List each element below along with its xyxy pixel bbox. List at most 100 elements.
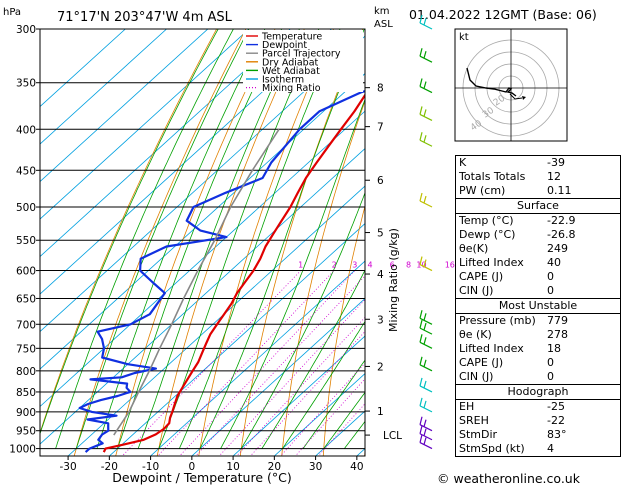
mixing-ratio-label: 3 (352, 261, 357, 270)
temp-tick-label: -30 (60, 461, 77, 473)
index-k-label: K (459, 156, 467, 169)
wind-barb-flag (419, 356, 423, 365)
wind-barb-staff (419, 86, 433, 94)
wind-barb-flag (423, 51, 427, 59)
legend-entry: Isotherm (262, 75, 304, 86)
km-tick-label: 4 (377, 269, 384, 281)
wind-barb-flag (423, 428, 427, 436)
hodo-eh-label: EH (459, 400, 475, 413)
dry-adiabat-line (115, 29, 276, 456)
legend-entry: Dewpoint (262, 40, 307, 51)
wind-barb-staff (419, 139, 433, 147)
wet-adiabat-line (240, 191, 365, 449)
isotherm-line (273, 373, 365, 456)
isotherm-line (108, 223, 365, 456)
km-tick-label: 1 (377, 406, 384, 418)
hodo-stmspd-value: 4 (547, 442, 554, 455)
dry-adiabat-line (239, 29, 364, 456)
wind-barb-flag (423, 135, 427, 143)
pressure-tick-label: 550 (16, 235, 36, 247)
dry-adiabat-line (322, 204, 365, 456)
wind-barb-staff (419, 264, 433, 272)
pressure-tick-label: 300 (16, 24, 36, 36)
hodo-stmdir-label: StmDir (459, 428, 498, 441)
hodo-stmspd-label: StmSpd (kt) (459, 442, 525, 455)
km-tick-label: 3 (377, 314, 384, 326)
temp-tick-label: 10 (226, 461, 239, 473)
pressure-tick-label: 400 (16, 124, 36, 136)
wind-barb-staff (419, 55, 433, 63)
wind-barb-staff (419, 317, 433, 325)
hpa-label: hPa (3, 7, 21, 18)
isotherm-line (232, 335, 365, 456)
mixing-ratio-line (280, 362, 365, 456)
mixing-ratio-label: 8 (406, 261, 411, 270)
wet-adiabat-line (282, 320, 365, 449)
index-tt-label: Totals Totals (459, 170, 526, 183)
surface-li-label: Lifted Index (459, 256, 524, 269)
surface-cin-label: CIN (J) (459, 284, 494, 297)
wind-barb-staff (419, 442, 433, 450)
legend-entry: Wet Adiabat (262, 66, 320, 77)
km-tick-label: 6 (377, 175, 384, 187)
isotherm-line (67, 185, 365, 456)
surface-thetae-label: θe(K) (459, 242, 489, 255)
mixing-ratio-line (236, 316, 365, 456)
most-unstable-section: Most Unstable Pressure (mb) 779 θe (K) 278… (456, 298, 620, 384)
series-line-dewpoint (78, 90, 365, 453)
isotherm-line (40, 29, 168, 145)
wind-barb-flag (423, 437, 427, 445)
wind-barb-staff (419, 113, 433, 121)
mixing-ratio-line (195, 275, 365, 456)
wind-barb-flag (423, 313, 427, 321)
x-axis-title: Dewpoint / Temperature (°C) (112, 470, 291, 485)
asl-label: ASL (374, 19, 393, 30)
wind-barb-flag (419, 425, 423, 434)
hodograph-title: Hodograph (456, 385, 620, 400)
hodograph-section: Hodograph EH -25 SREH -22 StmDir 83° StmSpd… (456, 384, 620, 456)
pressure-tick-label: 800 (16, 366, 36, 378)
most-unstable-title: Most Unstable (456, 299, 620, 314)
wind-barb-flag (419, 416, 423, 425)
wind-barb-flag (419, 310, 423, 319)
background-grid (40, 29, 365, 456)
index-pw-value: 0.11 (547, 184, 572, 197)
wind-barb-flag (423, 81, 427, 89)
legend-entry: Parcel Trajectory (262, 49, 341, 60)
mu-li-value: 18 (547, 342, 561, 355)
surface-cin-value: 0 (547, 284, 554, 297)
surface-temp-label: Temp (°C) (459, 214, 514, 227)
wind-barb-flag (419, 319, 423, 329)
pressure-tick-label: 900 (16, 407, 36, 419)
mu-thetae-label: θe (K) (459, 328, 492, 341)
temp-tick-label: 40 (350, 461, 363, 473)
pressure-tick-label: 950 (16, 426, 36, 438)
wind-barb-flag (423, 419, 427, 427)
wet-adiabat-line (302, 359, 365, 449)
mixing-ratio-line (121, 270, 301, 456)
pressure-tick-label: 500 (16, 202, 36, 214)
wind-barb-flag (419, 397, 423, 407)
axes: 3003504004505005506006507007508008509009… (9, 24, 402, 473)
isotherm-line (40, 110, 365, 408)
km-tick-label: 8 (377, 83, 384, 95)
hodo-sreh-label: SREH (459, 414, 489, 427)
dry-adiabat-line (198, 29, 335, 456)
mu-cape-value: 0 (547, 356, 554, 369)
legend-entry: Mixing Ratio (262, 83, 321, 94)
mixing-ratio-label: 2 (332, 261, 337, 270)
legend-background (243, 30, 363, 92)
wind-barb-flag (423, 17, 427, 26)
dry-adiabat-line (40, 29, 218, 435)
mixing-ratio-line (218, 298, 365, 456)
km-tick-label: 7 (377, 122, 384, 134)
surface-section: Surface Temp (°C) -22.9 Dewp (°C) -26.8 θe… (456, 198, 620, 298)
mu-cin-value: 0 (547, 370, 554, 383)
hodo-stmdir-value: 83° (547, 428, 567, 441)
pressure-tick-label: 850 (16, 387, 36, 399)
surface-dewp-value: -26.8 (547, 228, 576, 241)
wind-barb-staff (419, 424, 433, 432)
temp-tick-label: -10 (142, 461, 159, 473)
dry-adiabat-line (73, 29, 247, 456)
